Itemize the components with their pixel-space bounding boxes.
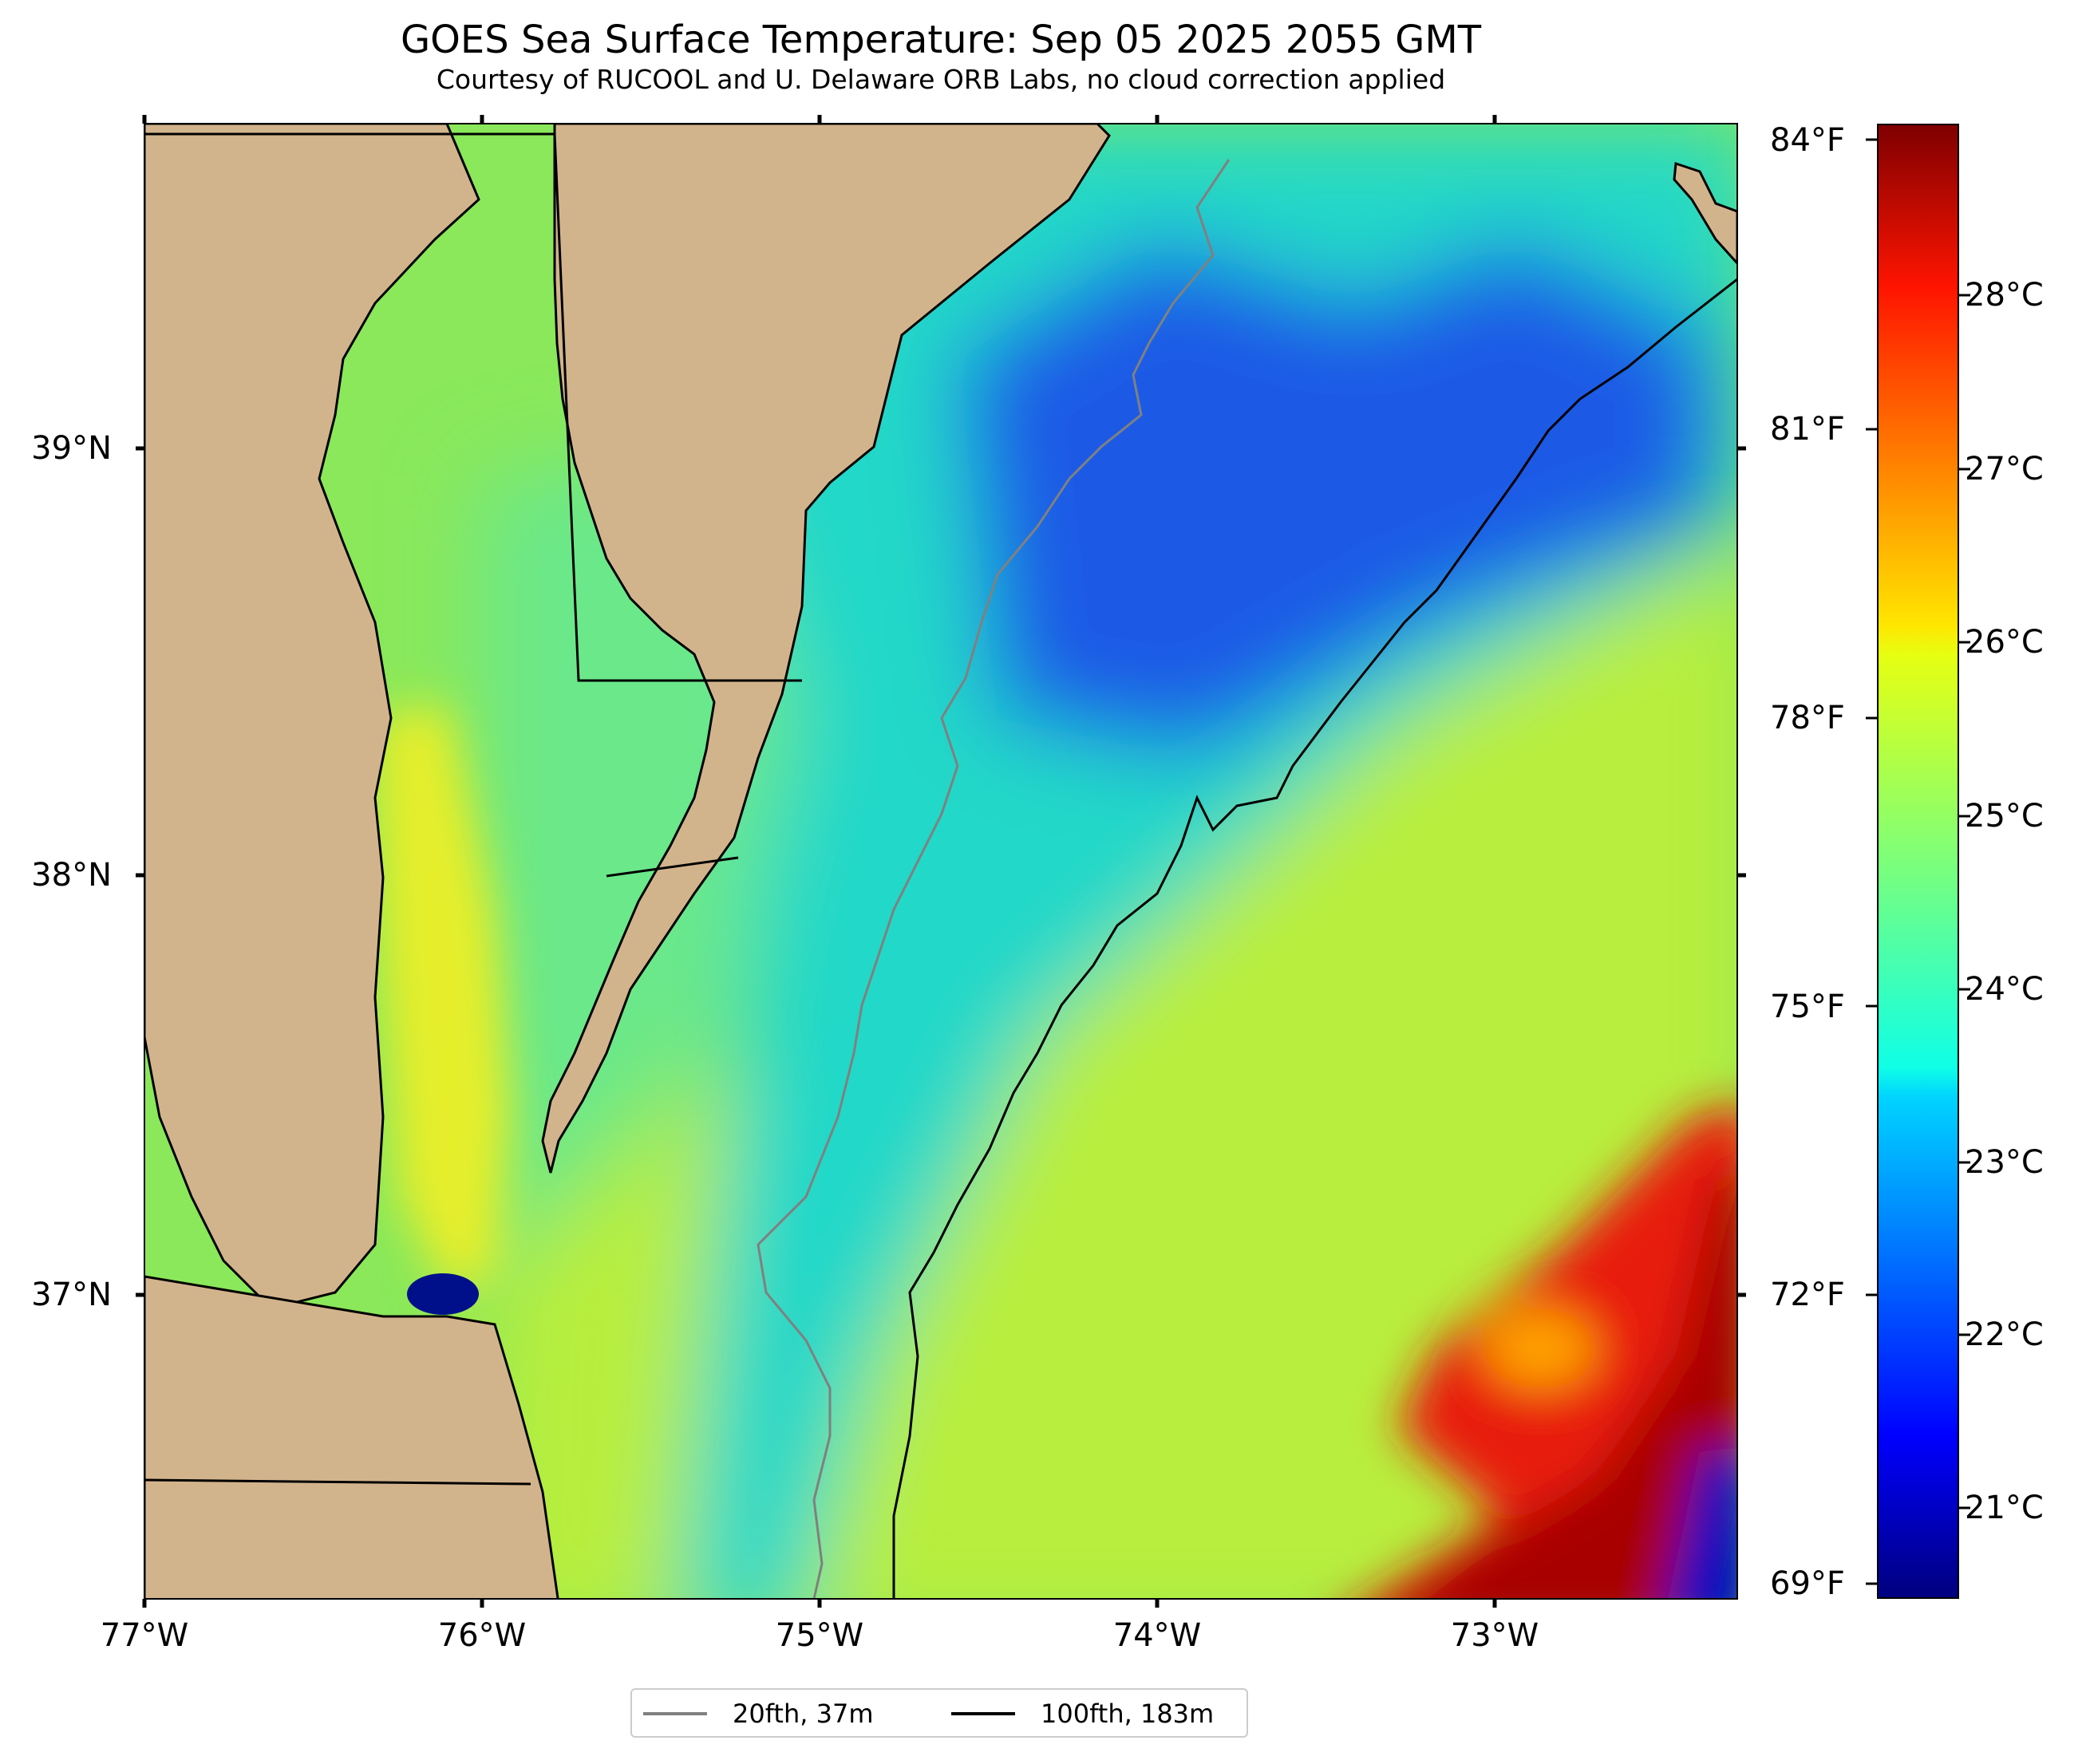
hot-core-region xyxy=(1406,1172,1737,1599)
land-delmarva xyxy=(541,124,1111,1174)
y-tick-label: 37°N xyxy=(31,1277,112,1313)
legend-line-gray xyxy=(643,1712,707,1715)
fahrenheit-label: 84°F xyxy=(1770,122,1845,159)
colorbar xyxy=(1877,124,1959,1599)
celsius-label: 26°C xyxy=(1965,624,2044,661)
y-tick-label: 38°N xyxy=(31,857,112,894)
map-subtitle: Courtesy of RUCOOL and U. Delaware ORB L… xyxy=(436,64,1446,95)
fahrenheit-label: 69°F xyxy=(1770,1565,1845,1602)
celsius-label: 28°C xyxy=(1965,277,2044,314)
cold-pocket-bay-mouth xyxy=(407,1273,479,1315)
y-tick-label: 39°N xyxy=(31,430,112,467)
state-boundary-va-nc xyxy=(144,1478,531,1486)
celsius-label: 25°C xyxy=(1965,798,2044,835)
isobath-20fth xyxy=(757,159,1231,1599)
shelf-break-cold-edge xyxy=(1668,1446,1737,1599)
map-title: GOES Sea Surface Temperature: Sep 05 202… xyxy=(400,18,1482,62)
fahrenheit-label: 81°F xyxy=(1770,411,1845,448)
celsius-label: 22°C xyxy=(1965,1316,2044,1353)
celsius-label: 24°C xyxy=(1965,971,2044,1008)
chesapeake-bay-water xyxy=(375,702,511,1292)
isobath-legend: 20fth, 37m 100fth, 183m xyxy=(630,1688,1248,1738)
fahrenheit-label: 78°F xyxy=(1770,700,1845,736)
legend-line-black xyxy=(951,1712,1015,1715)
legend-label: 100fth, 183m xyxy=(1041,1699,1215,1729)
map-ticks xyxy=(136,115,1746,1608)
celsius-label: 27°C xyxy=(1965,451,2044,487)
cold-water-region xyxy=(958,239,1716,758)
isobath-100fth xyxy=(892,278,1737,1599)
celsius-label: 23°C xyxy=(1965,1144,2044,1181)
state-boundary-md-de xyxy=(144,132,802,682)
x-tick-label: 76°W xyxy=(437,1617,527,1654)
celsius-label: 21°C xyxy=(1965,1490,2044,1526)
state-boundary-md-va xyxy=(606,856,739,878)
x-tick-label: 75°W xyxy=(775,1617,864,1654)
legend-label: 20fth, 37m xyxy=(733,1699,874,1729)
land-western-shore xyxy=(144,124,480,1310)
land-virginia-beach xyxy=(144,1275,559,1599)
gulf-stream-swirl xyxy=(1484,1308,1596,1388)
map-frame xyxy=(144,123,1738,1600)
x-tick-label: 77°W xyxy=(100,1617,189,1654)
x-tick-label: 74°W xyxy=(1112,1617,1202,1654)
land-long-island xyxy=(1673,161,1737,266)
fahrenheit-label: 75°F xyxy=(1770,989,1845,1025)
x-tick-label: 73°W xyxy=(1450,1617,1539,1654)
fahrenheit-label: 72°F xyxy=(1770,1277,1845,1313)
